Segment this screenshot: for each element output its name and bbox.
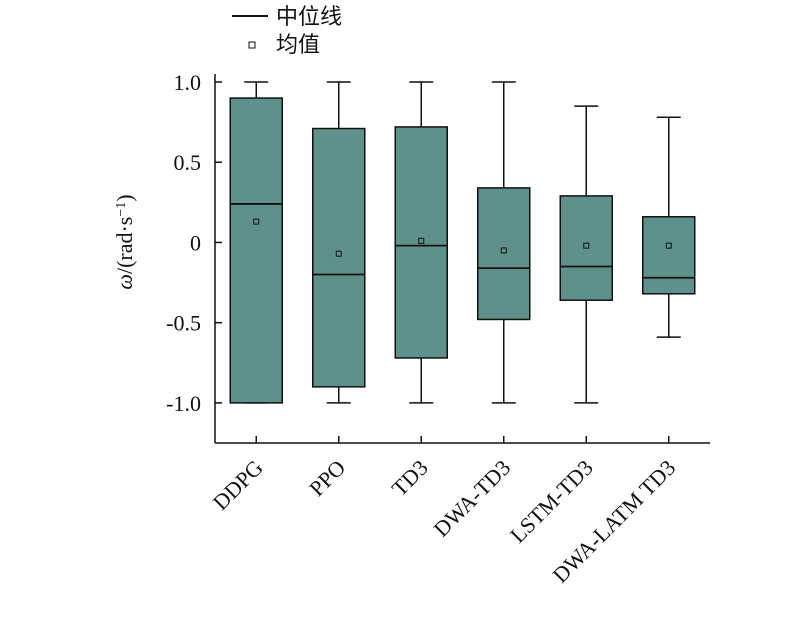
box-iqr	[642, 216, 696, 295]
y-axis-label-close: )	[112, 194, 137, 201]
box-lstm-td3	[559, 105, 613, 404]
x-category-label: DWA-TD3	[428, 455, 515, 542]
legend-median-label: 中位线	[276, 5, 342, 30]
y-axis-label-omega: ω	[112, 274, 137, 290]
box-iqr	[229, 97, 283, 404]
legend-mean-square-swatch	[248, 41, 256, 49]
y-tick-label: -0.5	[166, 311, 201, 336]
mean-marker	[335, 250, 342, 257]
x-category-label: TD3	[387, 455, 433, 501]
box-iqr	[394, 126, 448, 359]
box-ppo	[312, 81, 366, 404]
mean-marker	[665, 242, 672, 249]
y-axis-label: ω/(rad·s−1)	[112, 194, 137, 289]
box-iqr	[477, 187, 531, 321]
legend-mean-label: 均值	[276, 33, 320, 58]
box-ddpg	[229, 81, 283, 404]
mean-marker	[583, 242, 590, 249]
y-tick-label: 1.0	[174, 70, 202, 95]
box-dwa-latm-td3	[642, 116, 696, 338]
x-category-label: DDPG	[208, 455, 268, 515]
box-dwa-td3	[477, 81, 531, 404]
x-category-label: PPO	[304, 455, 350, 501]
mean-marker	[418, 237, 425, 244]
y-tick-label: 0.5	[174, 150, 202, 175]
mean-marker	[253, 218, 260, 225]
box-td3	[394, 81, 448, 404]
mean-marker	[500, 247, 507, 254]
y-axis-label-exponent: −1	[114, 202, 129, 217]
box-iqr	[312, 127, 366, 388]
y-tick-label: -1.0	[166, 391, 201, 416]
legend: 中位线 均值	[232, 5, 342, 58]
y-tick-label: 0	[190, 230, 201, 255]
y-axis-label-units: /(rad·s	[112, 217, 137, 274]
